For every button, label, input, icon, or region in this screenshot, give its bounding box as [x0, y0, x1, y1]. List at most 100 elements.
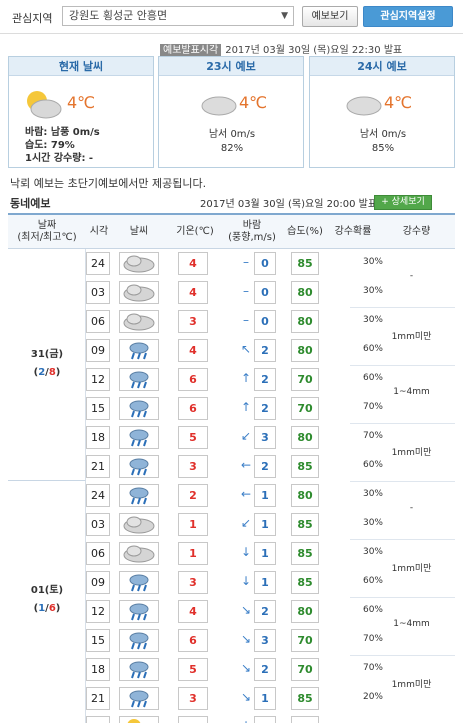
table-row: 09 3 ↓ 1 85: [86, 568, 455, 597]
cloudy-icon: [346, 96, 382, 116]
precip-prob: 30%: [362, 489, 383, 499]
precip-prob: 70%: [362, 402, 383, 412]
precip-amount: 1~4mm: [393, 619, 430, 629]
rain-icon: [119, 484, 159, 507]
wind-speed-cell: 1: [254, 513, 276, 536]
time-cell: 24: [86, 252, 110, 275]
precip-prob: 60%: [362, 460, 383, 470]
lightning-note: 낙뢰 예보는 초단기예보에서만 제공됩니다.: [10, 177, 207, 190]
f23-temp: 4℃: [239, 93, 268, 112]
section-issued: 2017년 03월 30일 (목)요일 20:00 발표: [200, 199, 378, 210]
cloudy-icon: [119, 310, 159, 333]
wind-direction-icon: ↘: [240, 690, 252, 704]
wind-direction-icon: ↓: [240, 574, 252, 588]
time-cell: 12: [86, 368, 110, 391]
f24-humidity: 85%: [371, 143, 395, 154]
time-cell: 18: [86, 426, 110, 449]
temp-cell: 3: [178, 571, 208, 594]
current-temp: 4℃: [67, 93, 96, 112]
time-cell: 24: [86, 716, 110, 723]
table-row: 03 4 –0 80: [86, 278, 455, 307]
region-select[interactable]: 강원도 횡성군 안흥면 ▼: [62, 6, 294, 26]
divider: [350, 307, 455, 308]
header-weather: 날씨: [129, 226, 149, 237]
section-title: 동네예보: [10, 197, 51, 210]
rain-icon: [119, 658, 159, 681]
humidity-cell: 80: [291, 426, 319, 449]
rain-icon: [119, 368, 159, 391]
precip-prob: 30%: [362, 315, 383, 325]
table-row: 241↓190: [86, 713, 455, 723]
time-cell: 03: [86, 513, 110, 536]
temp-cell: 3: [178, 310, 208, 333]
header-date: 날짜 (최저/최고℃): [8, 215, 86, 249]
region-setting-button[interactable]: 관심지역설정: [363, 6, 453, 27]
wind-speed-cell: 2: [254, 339, 276, 362]
humidity-cell: 70: [291, 629, 319, 652]
region-label: 관심지역: [12, 12, 53, 25]
temp-cell: 4: [178, 600, 208, 623]
temp-cell: 3: [178, 455, 208, 478]
divider: [350, 597, 455, 598]
wind-direction-icon: ↑: [240, 371, 252, 385]
top-bar: 관심지역 강원도 횡성군 안흥면 ▼ 예보보기 관심지역설정: [0, 0, 463, 34]
humidity-cell: 70: [291, 397, 319, 420]
f23-humidity: 82%: [220, 143, 244, 154]
temp-cell: 6: [178, 397, 208, 420]
day-max: 8: [48, 367, 56, 378]
divider: [350, 423, 455, 424]
divider: [350, 365, 455, 366]
precip-prob: 70%: [362, 431, 383, 441]
header-precip-amount: 강수량: [402, 226, 431, 237]
time-cell: 06: [86, 310, 110, 333]
rain-icon: [119, 455, 159, 478]
humidity-cell: 85: [291, 455, 319, 478]
wind-direction-icon: ←: [240, 487, 252, 501]
wind-speed-cell: 3: [254, 426, 276, 449]
precip-amount: 1mm미만: [391, 680, 432, 690]
time-cell: 03: [86, 281, 110, 304]
humidity-cell: 80: [291, 484, 319, 507]
rain-icon: [119, 571, 159, 594]
humidity-cell: 85: [291, 571, 319, 594]
header-temp: 기온(℃): [176, 226, 214, 237]
precip-prob: 30%: [362, 518, 383, 528]
day-min: 1: [38, 603, 46, 614]
wind-speed-cell: 1: [254, 571, 276, 594]
humidity-cell: 85: [291, 542, 319, 565]
precip-prob: 60%: [362, 373, 383, 383]
card-title: 23시 예보: [159, 57, 303, 76]
wind-direction-icon: ↘: [240, 661, 252, 675]
current-humidity: 습도: 79%: [25, 140, 75, 151]
region-value: 강원도 횡성군 안흥면: [69, 9, 168, 22]
temp-cell: 1: [178, 513, 208, 536]
time-cell: 15: [86, 629, 110, 652]
f24-temp: 4℃: [384, 93, 413, 112]
rain-icon: [119, 397, 159, 420]
wind-direction-icon: ↙: [240, 429, 252, 443]
header-date-sub: (최저/최고℃): [17, 232, 77, 243]
forecast-view-button[interactable]: 예보보기: [302, 6, 358, 27]
card-title: 24시 예보: [310, 57, 454, 76]
precip-prob: 30%: [362, 547, 383, 557]
header-wind-label: 바람: [242, 220, 262, 231]
detail-view-button[interactable]: + 상세보기: [374, 195, 432, 210]
issue-tag: 예보발표시각: [160, 44, 222, 57]
header-wind: 바람 (풍향,m/s): [222, 215, 282, 249]
divider: [350, 539, 455, 540]
table-row: 15 6 ↑ 2 70: [86, 394, 455, 423]
wind-speed-cell: 2: [254, 397, 276, 420]
header-wind-sub: (풍향,m/s): [228, 232, 276, 243]
wind-speed-cell: 1: [254, 716, 276, 723]
rain-icon: [119, 600, 159, 623]
cloudy-icon: [201, 96, 237, 116]
temp-cell: 6: [178, 368, 208, 391]
time-cell: 18: [86, 658, 110, 681]
table-row: 12 4 ↘ 2 80: [86, 597, 455, 626]
wind-speed-cell: 1: [254, 542, 276, 565]
wind-speed-cell: 0: [254, 281, 276, 304]
temp-cell: 4: [178, 252, 208, 275]
rain-icon: [119, 629, 159, 652]
table-row: 06 1 ↓ 1 85: [86, 539, 455, 568]
current-rain: 1시간 강수량: -: [25, 153, 94, 164]
